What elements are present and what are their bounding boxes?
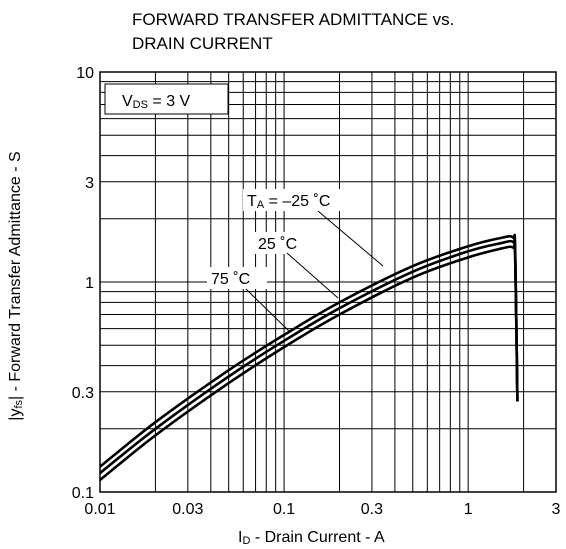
x-tick-label: 3 <box>552 501 561 518</box>
x-axis-label: ID - Drain Current - A <box>238 529 385 547</box>
tick-labels: 0.01 0.03 0.1 0.3 1 3 0.1 0.3 1 3 10 <box>72 65 561 518</box>
y-tick-label: 1 <box>85 275 94 292</box>
series-pointer-3 <box>245 288 291 333</box>
y-tick-label: 0.1 <box>72 485 94 502</box>
y-axis-label: |yfs| - Forward Transfer Admittance - S <box>7 151 25 420</box>
series-pointer-1 <box>317 210 384 267</box>
x-tick-label: 0.01 <box>84 501 115 518</box>
chart-title-line1: FORWARD TRANSFER ADMITTANCE vs. <box>132 10 455 29</box>
series-line-3 <box>99 242 519 482</box>
grid <box>100 72 556 492</box>
x-tick-label: 0.3 <box>361 501 383 518</box>
x-tick-label: 0.03 <box>172 501 203 518</box>
chart-title-line2: DRAIN CURRENT <box>132 34 273 53</box>
x-tick-label: 0.1 <box>273 501 295 518</box>
series-line-2 <box>99 237 519 475</box>
y-tick-label: 3 <box>85 175 94 192</box>
plot-frame <box>99 71 557 493</box>
x-tick-label: 1 <box>464 501 473 518</box>
series-pointer-2 <box>286 252 339 299</box>
condition-box <box>104 83 229 115</box>
chart-title: FORWARD TRANSFER ADMITTANCE vs. DRAIN CU… <box>132 8 454 56</box>
series-line-1 <box>99 233 519 468</box>
series-label-1: TA = –25 ˚C <box>247 193 330 211</box>
series-label-3: 75 ˚C <box>211 271 250 288</box>
condition-label: VDS = 3 V <box>122 93 191 111</box>
series-label-2: 25 ˚C <box>258 236 297 253</box>
curves <box>99 233 519 482</box>
y-tick-label: 0.3 <box>72 385 94 402</box>
y-tick-label: 10 <box>76 65 94 82</box>
